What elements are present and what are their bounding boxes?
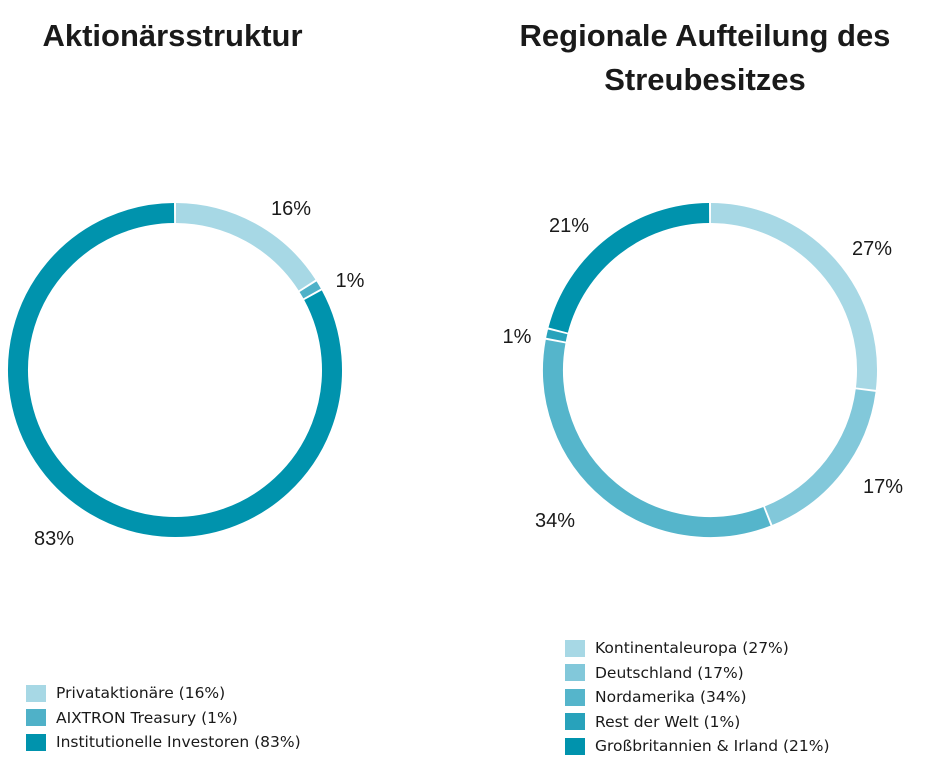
legend-swatch — [26, 709, 46, 727]
legend-item-nordamerika: Nordamerika (34%) — [565, 685, 830, 710]
legend-swatch — [565, 713, 585, 731]
legend-item-privataktionaere: Privataktionäre (16%) — [26, 681, 301, 706]
legend: Kontinentaleuropa (27%) Deutschland (17%)… — [565, 636, 830, 759]
legend-item-institutionelle-investoren: Institutionelle Investoren (83%) — [26, 730, 301, 755]
chart-title: Aktionärsstruktur — [42, 18, 303, 53]
legend-label: Nordamerika (34%) — [595, 688, 747, 707]
slice-rest-der-welt — [546, 329, 568, 342]
legend-label: Deutschland (17%) — [595, 663, 744, 682]
legend-swatch — [565, 664, 585, 682]
data-label-privataktionaere: 16% — [271, 198, 311, 220]
slice-institutionelle-investoren — [8, 203, 342, 537]
slice-nordamerika — [543, 339, 771, 537]
donut-chart-shareholder: 16% 1% 83% — [8, 198, 365, 550]
data-label-aixtron-treasury: 1% — [336, 270, 365, 292]
legend-label: Kontinentaleuropa (27%) — [595, 639, 789, 658]
chart-title-line-1: Regionale Aufteilung des — [519, 18, 891, 53]
donut-chart-regional: 27% 17% 34% 1% 21% — [503, 203, 903, 537]
legend-label: Privataktionäre (16%) — [56, 684, 226, 703]
legend-swatch — [26, 733, 46, 751]
legend-item-rest-der-welt: Rest der Welt (1%) — [565, 710, 830, 735]
data-label-kontinentaleuropa: 27% — [852, 238, 892, 260]
slice-aixtron-treasury — [299, 281, 321, 299]
slice-privataktionaere — [175, 203, 316, 291]
chart-regionale-aufteilung: Regionale Aufteilung des Streubesitzes 2… — [465, 0, 930, 781]
slice-grossbritannien-irland — [548, 203, 710, 333]
legend-label: Großbritannien & Irland (21%) — [595, 737, 830, 756]
legend-item-grossbritannien-irland: Großbritannien & Irland (21%) — [565, 734, 830, 759]
legend-label: AIXTRON Treasury (1%) — [56, 708, 238, 727]
slice-deutschland — [764, 389, 876, 525]
data-label-grossbritannien-irland: 21% — [549, 215, 589, 237]
chart-title-line-2: Streubesitzes — [604, 62, 806, 97]
data-label-nordamerika: 34% — [535, 510, 575, 532]
legend-item-kontinentaleuropa: Kontinentaleuropa (27%) — [565, 636, 830, 661]
legend: Privataktionäre (16%) AIXTRON Treasury (1… — [26, 681, 301, 755]
legend-swatch — [565, 737, 585, 755]
legend-swatch — [26, 684, 46, 702]
legend-label: Institutionelle Investoren (83%) — [56, 733, 301, 752]
chart-title: Regionale Aufteilung des Streubesitzes — [495, 14, 915, 102]
data-label-deutschland: 17% — [863, 476, 903, 498]
data-label-rest-der-welt: 1% — [503, 326, 532, 348]
legend-swatch — [565, 639, 585, 657]
legend-label: Rest der Welt (1%) — [595, 712, 741, 731]
legend-item-deutschland: Deutschland (17%) — [565, 661, 830, 686]
slice-kontinentaleuropa — [710, 203, 877, 390]
legend-swatch — [565, 688, 585, 706]
data-label-institutionelle-investoren: 83% — [34, 528, 74, 550]
chart-aktionaersstruktur: Aktionärsstruktur 16% 1% 83% Privataktionä… — [8, 18, 365, 755]
legend-item-aixtron-treasury: AIXTRON Treasury (1%) — [26, 706, 301, 731]
